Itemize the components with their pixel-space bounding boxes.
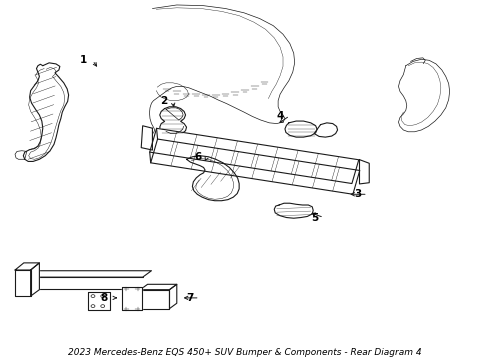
Polygon shape <box>151 139 360 194</box>
Polygon shape <box>24 63 69 161</box>
Polygon shape <box>274 203 313 218</box>
Polygon shape <box>156 135 178 148</box>
Polygon shape <box>122 287 142 310</box>
Text: 2023 Mercedes-Benz EQS 450+ SUV Bumper & Components - Rear Diagram 4: 2023 Mercedes-Benz EQS 450+ SUV Bumper &… <box>68 348 422 357</box>
Text: 7: 7 <box>187 293 194 303</box>
Polygon shape <box>30 271 151 277</box>
Polygon shape <box>160 107 187 135</box>
Polygon shape <box>30 263 39 296</box>
Text: 6: 6 <box>194 152 201 162</box>
Polygon shape <box>15 263 39 270</box>
Polygon shape <box>285 121 317 137</box>
Polygon shape <box>150 128 359 184</box>
Text: 8: 8 <box>100 293 108 303</box>
Circle shape <box>101 305 105 307</box>
Text: 2: 2 <box>160 96 167 107</box>
Circle shape <box>91 295 95 297</box>
Circle shape <box>101 295 105 297</box>
Polygon shape <box>88 292 110 310</box>
Polygon shape <box>170 284 177 309</box>
Polygon shape <box>187 156 239 201</box>
Text: 4: 4 <box>276 111 284 121</box>
Polygon shape <box>140 284 177 290</box>
Text: 5: 5 <box>311 212 318 222</box>
Polygon shape <box>360 159 369 184</box>
Polygon shape <box>141 126 152 150</box>
Polygon shape <box>15 151 27 159</box>
Polygon shape <box>15 270 30 296</box>
Text: 3: 3 <box>355 189 362 199</box>
Text: 1: 1 <box>79 55 87 65</box>
Polygon shape <box>140 290 170 309</box>
Circle shape <box>91 305 95 307</box>
Polygon shape <box>314 123 338 137</box>
